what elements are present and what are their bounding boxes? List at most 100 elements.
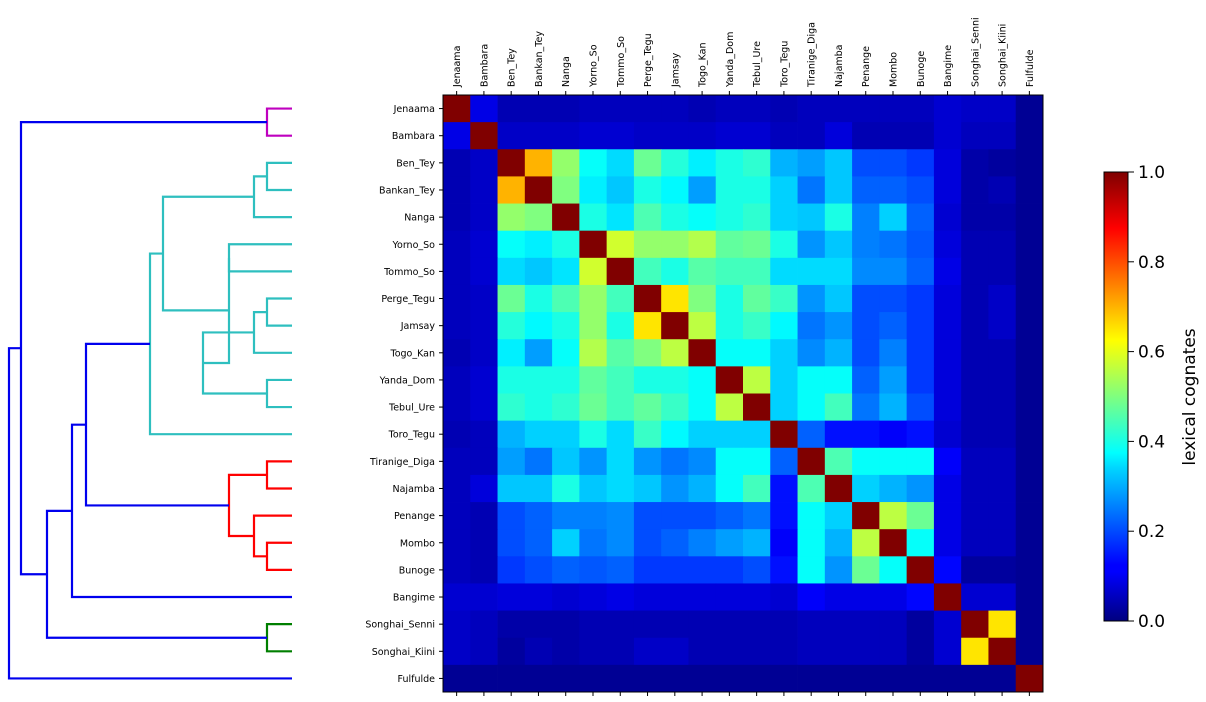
heatmap-cell-Togo_Kan-Tebul_Ure [743, 339, 771, 367]
heatmap-cell-Songhai_Senni-Toro_Tegu [770, 610, 798, 639]
column-label: Ben_Tey [507, 48, 518, 87]
dendrogram-link-dogon-red [84, 342, 229, 507]
heatmap-cell-Bankan_Tey-Bankan_Tey [524, 176, 553, 204]
heatmap-cell-Jenaama-Bankan_Tey [524, 95, 553, 123]
heatmap-cell-Yorno_So-Songhai_Kiini [988, 230, 1017, 259]
heatmap-cell-Toro_Tegu-Penange [852, 420, 880, 449]
heatmap-cell-Jamsay-Yorno_So [579, 312, 608, 340]
heatmap-cell-Bankan_Tey-Perge_Tegu [633, 176, 662, 204]
dendrogram-link-root-fulfulde [7, 347, 292, 680]
heatmap-cell-Yorno_So-Jamsay [661, 230, 689, 259]
heatmap-cell-Perge_Tegu-Yorno_So [579, 284, 608, 313]
heatmap-cell-Ben_Tey-Mombo [879, 149, 908, 177]
heatmap-cell-Songhai_Kiini-Bunoge [906, 637, 935, 666]
heatmap-cell-Tebul_Ure-Penange [852, 393, 880, 422]
dendrogram-link-dogon-bangime [70, 423, 292, 599]
heatmap-cell-Penange-Bunoge [906, 502, 935, 530]
heatmap-cell-Toro_Tegu-Yanda_Dom [715, 420, 744, 449]
heatmap-cell-Tommo_So-Toro_Tegu [770, 257, 798, 286]
heatmap-cell-Jamsay-Jenaama [443, 312, 471, 340]
heatmap-cell-Fulfulde-Fulfulde [1015, 664, 1044, 693]
heatmap-cell-Ben_Tey-Tebul_Ure [743, 149, 771, 177]
heatmap-cell-Bangime-Jamsay [661, 583, 689, 611]
heatmap-cell-Tommo_So-Songhai_Senni [961, 257, 989, 286]
heatmap-cell-Tiranige_Diga-Bankan_Tey [524, 447, 553, 476]
heatmap-cell-Bambara-Yorno_So [579, 122, 608, 150]
heatmap-cell-Mombo-Tommo_So [606, 529, 635, 557]
heatmap-cell-Ben_Tey-Toro_Tegu [770, 149, 798, 177]
heatmap-cell-Tiranige_Diga-Yanda_Dom [715, 447, 744, 476]
heatmap-cell-Perge_Tegu-Togo_Kan [688, 284, 717, 313]
row-label: Bangime [393, 593, 435, 604]
dendrogram-link-penange-mombo [252, 514, 292, 558]
heatmap-cell-Tebul_Ure-Ben_Tey [497, 393, 526, 422]
heatmap-cell-Najamba-Najamba [824, 474, 853, 503]
heatmap-cell-Penange-Togo_Kan [688, 502, 717, 530]
row-label: Jamsay [400, 321, 436, 332]
heatmap-cell-Tommo_So-Bambara [470, 257, 498, 286]
heatmap-cell-Jenaama-Ben_Tey [497, 95, 526, 123]
heatmap-cell-Perge_Tegu-Perge_Tegu [633, 284, 662, 313]
heatmap [442, 94, 1044, 693]
dendrogram-link-songhai [265, 623, 292, 653]
heatmap-cell-Yorno_So-Tiranige_Diga [797, 230, 826, 259]
heatmap-cell-Jenaama-Najamba [824, 95, 853, 123]
colorbar-tick-label: 1.0 [1138, 163, 1165, 183]
dendrogram-link-tiranige-penange [227, 473, 267, 538]
heatmap-cell-Fulfulde-Penange [852, 664, 880, 693]
heatmap-cell-Bunoge-Najamba [824, 556, 853, 584]
heatmap-cell-Bunoge-Ben_Tey [497, 556, 526, 584]
heatmap-cell-Nanga-Togo_Kan [688, 203, 717, 232]
heatmap-cell-Togo_Kan-Tommo_So [606, 339, 635, 367]
heatmap-cell-Penange-Yanda_Dom [715, 502, 744, 530]
heatmap-cell-Songhai_Senni-Songhai_Kiini [988, 610, 1017, 639]
heatmap-cell-Mombo-Bambara [470, 529, 498, 557]
heatmap-cell-Bangime-Tebul_Ure [743, 583, 771, 611]
heatmap-cell-Songhai_Kiini-Yanda_Dom [715, 637, 744, 666]
column-label: Jamsay [670, 52, 681, 88]
heatmap-cell-Bankan_Tey-Tebul_Ure [743, 176, 771, 204]
heatmap-cell-Ben_Tey-Yanda_Dom [715, 149, 744, 177]
column-label: Bambara [479, 44, 490, 87]
row-label: Ben_Tey [396, 158, 435, 169]
heatmap-cell-Perge_Tegu-Jamsay [661, 284, 689, 313]
heatmap-cell-Mombo-Najamba [824, 529, 853, 557]
heatmap-cell-Nanga-Ben_Tey [497, 203, 526, 232]
heatmap-cell-Bunoge-Bambara [470, 556, 498, 584]
heatmap-cell-Ben_Tey-Yorno_So [579, 149, 608, 177]
heatmap-cell-Jenaama-Songhai_Kiini [988, 95, 1017, 123]
heatmap-cell-Fulfulde-Najamba [824, 664, 853, 693]
dendrogram-link-bentey-yornoso [161, 195, 254, 312]
heatmap-cell-Ben_Tey-Jenaama [443, 149, 471, 177]
heatmap-cell-Mombo-Ben_Tey [497, 529, 526, 557]
heatmap-cell-Jenaama-Mombo [879, 95, 908, 123]
heatmap-cell-Bambara-Tommo_So [606, 122, 635, 150]
colorbar-tick-label: 0.0 [1138, 612, 1165, 632]
heatmap-cell-Nanga-Nanga [552, 203, 580, 232]
heatmap-cell-Songhai_Senni-Fulfulde [1015, 610, 1044, 639]
heatmap-cell-Fulfulde-Tommo_So [606, 664, 635, 693]
heatmap-cell-Jamsay-Tommo_So [606, 312, 635, 340]
heatmap-cell-Bambara-Fulfulde [1015, 122, 1044, 150]
heatmap-cell-Ben_Tey-Nanga [552, 149, 580, 177]
heatmap-cell-Bangime-Mombo [879, 583, 908, 611]
heatmap-cell-Toro_Tegu-Bankan_Tey [524, 420, 553, 449]
heatmap-cell-Bankan_Tey-Bangime [933, 176, 962, 204]
heatmap-cell-Bunoge-Bankan_Tey [524, 556, 553, 584]
column-label: Bangime [943, 45, 954, 87]
heatmap-cell-Bangime-Bunoge [906, 583, 935, 611]
heatmap-cell-Jamsay-Toro_Tegu [770, 312, 798, 340]
heatmap-cell-Bangime-Penange [852, 583, 880, 611]
heatmap-cell-Tommo_So-Bangime [933, 257, 962, 286]
heatmap-cell-Yanda_Dom-Yorno_So [579, 366, 608, 394]
heatmap-cell-Bambara-Bambara [470, 122, 498, 150]
heatmap-cell-Fulfulde-Toro_Tegu [770, 664, 798, 693]
heatmap-cell-Songhai_Kiini-Yorno_So [579, 637, 608, 666]
heatmap-cell-Tiranige_Diga-Ben_Tey [497, 447, 526, 476]
row-label: Najamba [393, 484, 436, 495]
heatmap-cell-Songhai_Kiini-Bankan_Tey [524, 637, 553, 666]
heatmap-cell-Bangime-Najamba [824, 583, 853, 611]
heatmap-cell-Tebul_Ure-Jamsay [661, 393, 689, 422]
heatmap-cell-Tommo_So-Fulfulde [1015, 257, 1044, 286]
heatmap-cell-Bangime-Nanga [552, 583, 580, 611]
